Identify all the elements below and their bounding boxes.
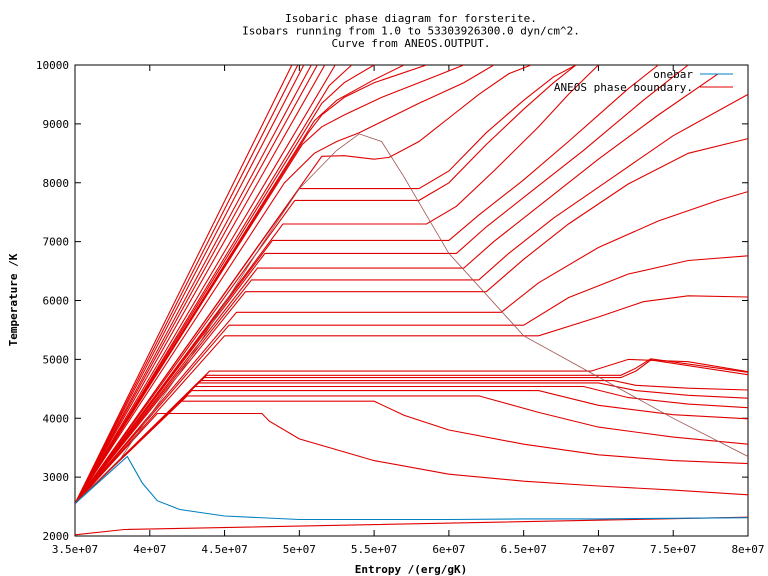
x-tick-label: 6e+07 [432,543,465,556]
isobar-line [75,65,427,504]
phase-boundary-line [75,133,748,504]
y-tick-label: 5000 [43,353,70,366]
isobar-line [75,359,748,504]
isobar-line [75,395,748,504]
isobar-line [75,65,353,504]
isobar-line [75,65,293,504]
isobar-line [75,65,659,504]
y-tick-label: 10000 [36,59,69,72]
isobar-line [75,358,748,504]
x-tick-label: 6.5e+07 [500,543,546,556]
y-tick-label: 9000 [43,118,70,131]
x-tick-label: 5.5e+07 [351,543,397,556]
x-tick-label: 4.5e+07 [201,543,247,556]
y-tick-label: 4000 [43,412,70,425]
title-line: Curve from ANEOS.OUTPUT. [332,37,491,50]
chart-title: Isobaric phase diagram for forsterite.Is… [242,12,580,50]
title-line: Isobars running from 1.0 to 53303926300.… [242,25,580,38]
isobar-line [75,382,748,504]
isobar-line [75,65,375,504]
title-line: Isobaric phase diagram for forsterite. [285,12,537,25]
y-tick-label: 3000 [43,471,70,484]
legend-label-onebar: onebar [653,68,693,81]
x-tick-label: 4e+07 [133,543,166,556]
isobar-line [75,65,577,504]
y-axis-label: Temperature /K [7,253,20,346]
isobar-line [75,93,748,504]
isobar-line [75,191,748,504]
y-tick-label: 8000 [43,177,70,190]
isobar-line [75,390,748,504]
x-tick-label: 5e+07 [283,543,316,556]
x-tick-label: 7.5e+07 [650,543,696,556]
isobar-curves [75,65,748,536]
isobar-line [75,65,577,504]
isobar-line [75,295,748,504]
isobar-line [75,65,405,504]
onebar-line [75,455,748,521]
isobar-line [75,65,326,504]
isobar-line [75,65,318,504]
legend-label-boundary: ANEOS phase boundary. [554,81,693,94]
x-tick-label: 7e+07 [582,543,615,556]
isobar-line [75,138,748,504]
x-axis-ticks: 3.5e+07 4e+07 4.5e+07 5e+07 5.5e+07 6e+07 6.5e… [52,65,765,556]
isobar-line [75,65,336,504]
isobar-line [75,412,748,504]
isobar-line [75,255,748,504]
isobar-line [75,65,312,504]
isobar-line [75,73,719,504]
x-axis-label: Entropy /(erg/gK) [355,563,468,576]
y-tick-label: 7000 [43,236,70,249]
isobar-line [75,65,465,504]
isobar-line [75,65,532,504]
isobar-line [75,65,299,504]
x-tick-label: 8e+07 [731,543,764,556]
isobar-line [75,65,305,504]
y-tick-label: 2000 [43,530,70,543]
x-tick-label: 3.5e+07 [52,543,98,556]
isobar-line [75,65,495,504]
isobar-line [75,516,748,536]
isobar-line [75,400,748,504]
isobar-line [75,65,689,504]
isobar-line [75,380,748,504]
y-axis-ticks: 2000 3000 4000 5000 6000 7000 8000 9000 10000 [36,59,748,543]
isobar-line [75,65,599,504]
y-tick-label: 6000 [43,295,70,308]
